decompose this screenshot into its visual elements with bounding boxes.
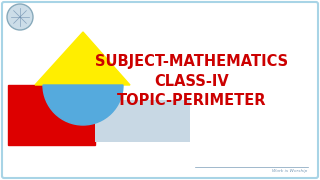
Text: Work is Worship: Work is Worship [272, 169, 307, 173]
Bar [8, 85, 95, 145]
Circle shape [7, 4, 33, 30]
Wedge shape [43, 85, 123, 125]
FancyBboxPatch shape [95, 100, 190, 142]
Polygon shape [35, 32, 130, 85]
FancyBboxPatch shape [2, 2, 318, 178]
Text: SUBJECT-MATHEMATICS
CLASS-IV
TOPIC-PERIMETER: SUBJECT-MATHEMATICS CLASS-IV TOPIC-PERIM… [95, 54, 289, 108]
